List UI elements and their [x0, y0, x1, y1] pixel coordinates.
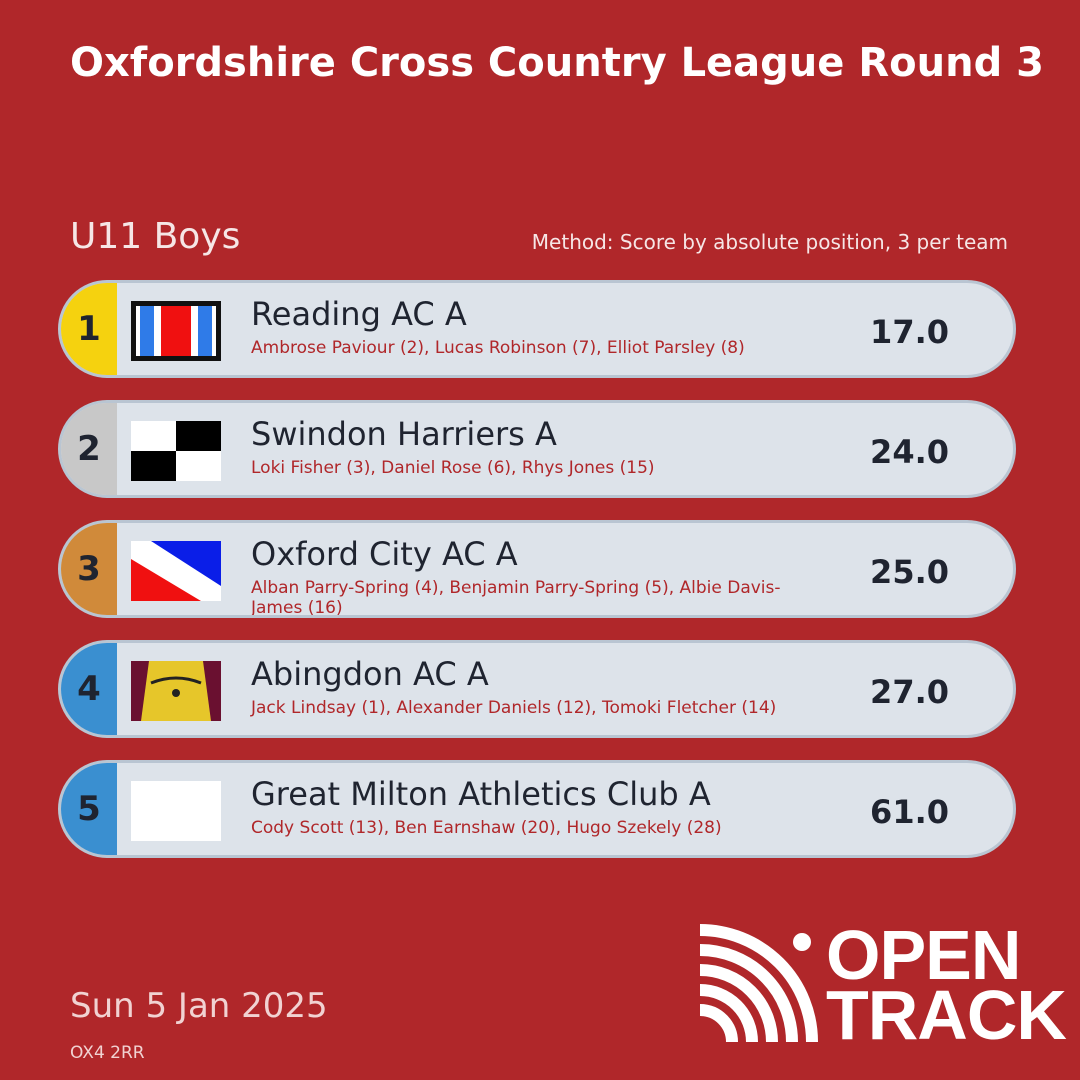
team-members: Ambrose Paviour (2), Lucas Robinson (7),… — [251, 338, 745, 358]
team-members: Loki Fisher (3), Daniel Rose (6), Rhys J… — [251, 458, 655, 478]
club-flag — [131, 661, 221, 721]
logo-line: OPEN — [826, 916, 1021, 994]
club-flag — [131, 541, 221, 601]
result-row: 2 Swindon Harriers A Loki Fisher (3), Dani… — [58, 400, 1016, 498]
method: Method: Score by absolute position, 3 pe… — [531, 230, 1008, 254]
result-row: 1 Reading AC A Ambrose Paviour (2), Lucas … — [58, 280, 1016, 378]
date: Sun 5 Jan 2025 — [70, 986, 328, 1026]
team-name: Oxford City AC A — [251, 535, 518, 573]
team-members: Jack Lindsay (1), Alexander Daniels (12)… — [251, 698, 777, 718]
logo-text: OPEN TRACK — [826, 916, 1067, 1054]
team-score: 61.0 — [870, 793, 949, 831]
rank-badge: 4 — [61, 643, 117, 735]
rank-badge: 5 — [61, 763, 117, 855]
team-members: Cody Scott (13), Ben Earnshaw (20), Hugo… — [251, 818, 722, 838]
team-name: Swindon Harriers A — [251, 415, 557, 453]
team-members: Alban Parry-Spring (4), Benjamin Parry-S… — [251, 578, 781, 618]
team-score: 25.0 — [870, 553, 949, 591]
team-name: Abingdon AC A — [251, 655, 489, 693]
result-row: 5 Great Milton Athletics Club A Cody Scott… — [58, 760, 1016, 858]
team-score: 24.0 — [870, 433, 949, 471]
logo-line: TRACK — [826, 976, 1067, 1054]
club-flag — [131, 421, 221, 481]
rank-badge: 3 — [61, 523, 117, 615]
result-row: 4 Abingdon AC A Jack Lindsay (1), Alexande… — [58, 640, 1016, 738]
title: Oxfordshire Cross Country League Round 3 — [70, 40, 1044, 86]
team-name: Great Milton Athletics Club A — [251, 775, 711, 813]
club-flag — [131, 301, 221, 361]
team-score: 17.0 — [870, 313, 949, 351]
postcode: OX4 2RR — [70, 1043, 145, 1063]
rank-badge: 1 — [61, 283, 117, 375]
rank-badge: 2 — [61, 403, 117, 495]
team-name: Reading AC A — [251, 295, 467, 333]
category: U11 Boys — [70, 216, 241, 257]
logo-mark — [699, 924, 818, 1043]
team-score: 27.0 — [870, 673, 949, 711]
result-row: 3 Oxford City AC A Alban Parry-Spring (4),… — [58, 520, 1016, 618]
club-flag — [131, 781, 221, 841]
